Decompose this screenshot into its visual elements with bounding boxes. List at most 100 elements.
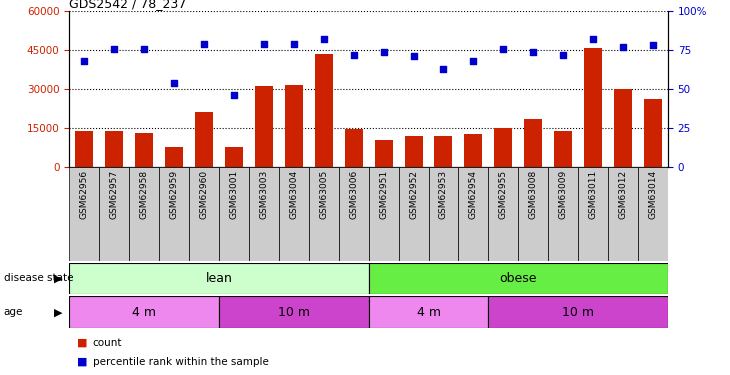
- Text: GSM62955: GSM62955: [499, 170, 508, 219]
- Point: [108, 46, 120, 52]
- Bar: [488, 167, 518, 261]
- Text: 10 m: 10 m: [562, 306, 594, 319]
- Text: obese: obese: [499, 272, 537, 285]
- Bar: [369, 262, 668, 294]
- Bar: [458, 167, 488, 261]
- Bar: [309, 167, 339, 261]
- Text: ■: ■: [77, 338, 87, 348]
- Point: [558, 52, 569, 58]
- Bar: [464, 135, 483, 167]
- Text: GSM62954: GSM62954: [469, 170, 478, 219]
- Bar: [584, 48, 602, 167]
- Point: [288, 41, 300, 47]
- Bar: [524, 119, 542, 167]
- Bar: [488, 296, 668, 328]
- Bar: [129, 167, 159, 261]
- Text: GSM63009: GSM63009: [558, 170, 568, 219]
- Text: ▶: ▶: [54, 307, 63, 317]
- Text: disease state: disease state: [4, 273, 73, 284]
- Bar: [225, 147, 243, 167]
- Bar: [75, 130, 93, 167]
- Point: [139, 46, 150, 52]
- Bar: [434, 136, 453, 167]
- Bar: [195, 112, 213, 167]
- Point: [468, 58, 480, 64]
- Bar: [285, 85, 303, 167]
- Text: GSM63011: GSM63011: [588, 170, 598, 219]
- Point: [347, 52, 359, 58]
- Text: GSM63012: GSM63012: [618, 170, 628, 219]
- Bar: [69, 167, 99, 261]
- Bar: [614, 89, 632, 167]
- Text: age: age: [4, 307, 23, 317]
- Bar: [374, 140, 393, 167]
- Bar: [369, 167, 399, 261]
- Text: GSM62957: GSM62957: [110, 170, 119, 219]
- Bar: [429, 167, 458, 261]
- Text: percentile rank within the sample: percentile rank within the sample: [93, 357, 269, 367]
- Text: GSM63008: GSM63008: [529, 170, 538, 219]
- Text: GSM63005: GSM63005: [319, 170, 328, 219]
- Text: GSM63014: GSM63014: [648, 170, 658, 219]
- Bar: [135, 133, 153, 167]
- Text: GSM62952: GSM62952: [409, 170, 418, 219]
- Bar: [638, 167, 668, 261]
- Bar: [644, 99, 662, 167]
- Point: [168, 80, 180, 86]
- Bar: [219, 296, 369, 328]
- Bar: [159, 167, 189, 261]
- Text: GSM63006: GSM63006: [349, 170, 358, 219]
- Point: [498, 46, 510, 52]
- Point: [407, 53, 419, 59]
- Bar: [249, 167, 279, 261]
- Point: [228, 92, 239, 98]
- Point: [199, 41, 210, 47]
- Bar: [255, 87, 273, 167]
- Text: count: count: [93, 338, 122, 348]
- Text: GSM62951: GSM62951: [379, 170, 388, 219]
- Bar: [548, 167, 578, 261]
- Point: [318, 36, 330, 42]
- Text: 4 m: 4 m: [132, 306, 156, 319]
- Bar: [219, 167, 249, 261]
- Bar: [369, 296, 488, 328]
- Bar: [69, 262, 369, 294]
- Text: 10 m: 10 m: [278, 306, 310, 319]
- Text: GSM63004: GSM63004: [289, 170, 299, 219]
- Bar: [315, 54, 333, 167]
- Point: [528, 49, 539, 55]
- Text: GSM62953: GSM62953: [439, 170, 448, 219]
- Point: [587, 36, 599, 42]
- Bar: [404, 136, 423, 167]
- Bar: [99, 167, 129, 261]
- Text: ▶: ▶: [54, 273, 63, 284]
- Text: 4 m: 4 m: [417, 306, 440, 319]
- Text: GSM62960: GSM62960: [199, 170, 209, 219]
- Text: GSM62958: GSM62958: [139, 170, 149, 219]
- Point: [648, 42, 659, 48]
- Bar: [578, 167, 608, 261]
- Text: ■: ■: [77, 357, 87, 367]
- Text: GDS2542 / 78_237: GDS2542 / 78_237: [69, 0, 187, 10]
- Point: [378, 49, 390, 55]
- Text: GSM62956: GSM62956: [80, 170, 89, 219]
- Bar: [494, 128, 512, 167]
- Text: GSM62959: GSM62959: [169, 170, 179, 219]
- Point: [438, 66, 450, 72]
- Bar: [518, 167, 548, 261]
- Bar: [105, 130, 123, 167]
- Bar: [339, 167, 369, 261]
- Bar: [554, 130, 572, 167]
- Point: [78, 58, 91, 64]
- Bar: [165, 147, 183, 167]
- Bar: [608, 167, 638, 261]
- Bar: [399, 167, 429, 261]
- Text: lean: lean: [206, 272, 232, 285]
- Text: GSM63001: GSM63001: [229, 170, 239, 219]
- Text: GSM63003: GSM63003: [259, 170, 269, 219]
- Point: [618, 44, 629, 50]
- Point: [258, 41, 270, 47]
- Bar: [189, 167, 219, 261]
- Bar: [345, 129, 363, 167]
- Bar: [69, 296, 219, 328]
